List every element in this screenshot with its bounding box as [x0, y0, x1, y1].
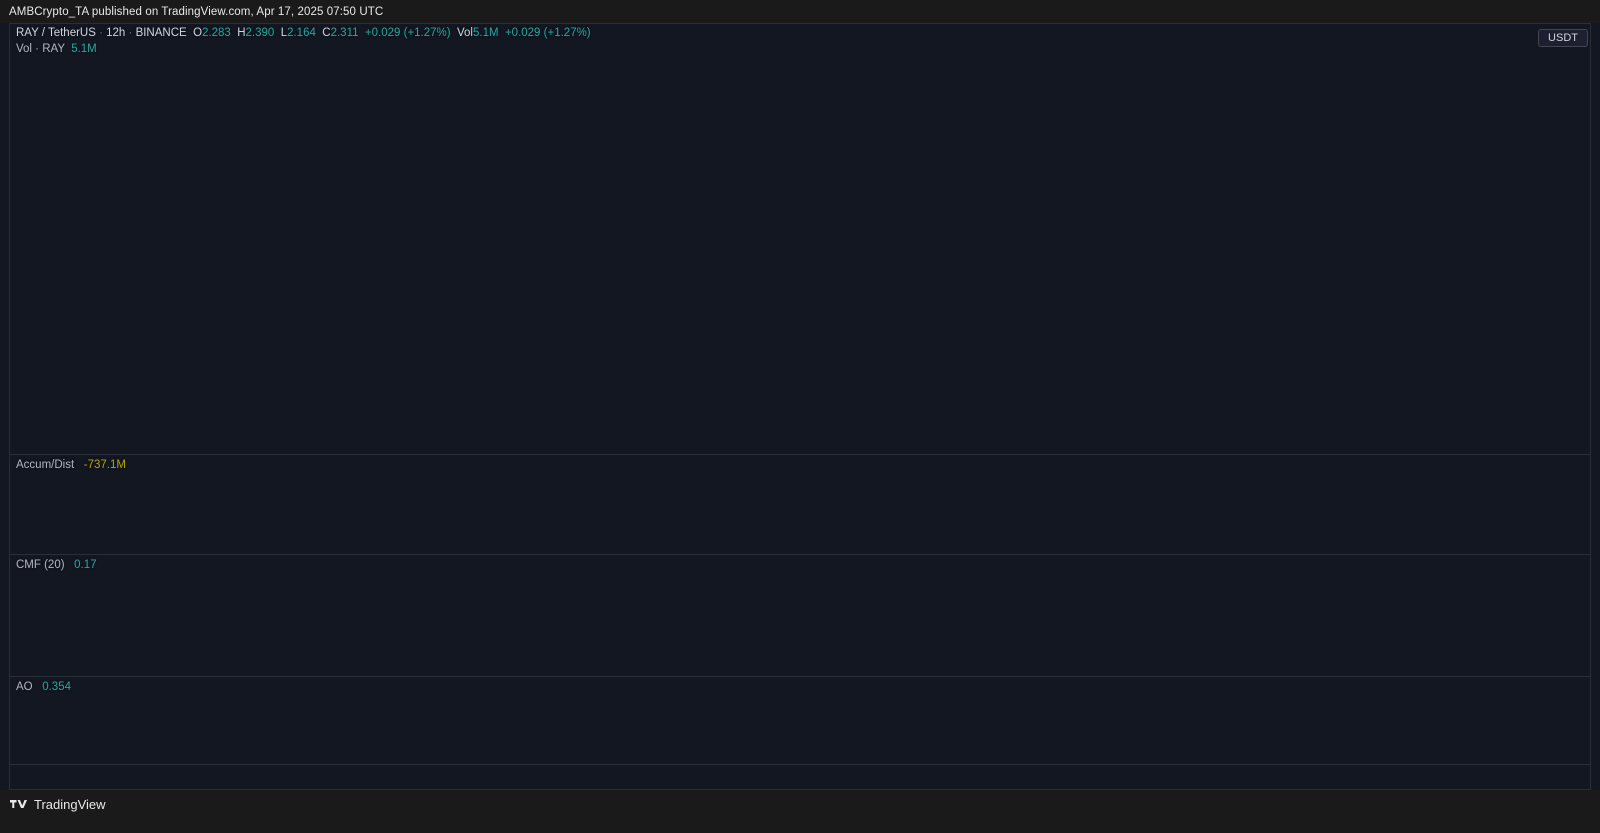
- legend-low-label: L: [280, 27, 288, 39]
- legend-vol-change-percent: (+1.27%): [543, 27, 591, 39]
- legend-open-value: 2.283: [202, 27, 231, 39]
- price-plot-area[interactable]: [10, 24, 1504, 454]
- legend-vol-value: 5.1M: [472, 27, 499, 39]
- legend-symbol[interactable]: RAY / TetherUS: [16, 27, 96, 39]
- tradingview-wordmark: TradingView: [34, 797, 106, 812]
- legend-vol-label: Vol: [456, 27, 473, 39]
- legend-vol-change: +0.029: [504, 27, 541, 39]
- cmf-plot-area[interactable]: [10, 555, 1504, 676]
- accum-dist-plot-area[interactable]: [10, 455, 1504, 554]
- cmf-legend: CMF (20) 0.17: [16, 559, 97, 571]
- attribution-bar: AMBCrypto_TA published on TradingView.co…: [0, 0, 1600, 23]
- legend-high-label: H: [237, 27, 246, 39]
- ao-pane[interactable]: AO 0.354: [10, 676, 1590, 764]
- chart-frame: USDT RAY / TetherUS · 12h · BINANCE O2.2…: [9, 23, 1591, 790]
- legend-close-value: 2.311: [330, 27, 359, 39]
- legend-exchange: BINANCE: [135, 27, 187, 39]
- accum-dist-title[interactable]: Accum/Dist: [16, 459, 75, 471]
- ao-plot-area[interactable]: [10, 677, 1504, 764]
- currency-chip: USDT: [1538, 29, 1588, 47]
- cmf-title[interactable]: CMF (20): [16, 559, 65, 571]
- accum-dist-value: -737.1M: [83, 459, 126, 471]
- legend-interval[interactable]: 12h: [106, 27, 126, 39]
- price-pane[interactable]: USDT RAY / TetherUS · 12h · BINANCE O2.2…: [10, 24, 1590, 454]
- cmf-value: 0.17: [74, 559, 97, 571]
- price-legend: RAY / TetherUS · 12h · BINANCE O2.283 H2…: [16, 27, 591, 39]
- ao-value: 0.354: [42, 681, 71, 693]
- time-axis[interactable]: [10, 764, 1590, 789]
- cmf-pane[interactable]: CMF (20) 0.17: [10, 554, 1590, 676]
- ao-legend: AO 0.354: [16, 681, 71, 693]
- legend-change-percent: (+1.27%): [403, 27, 451, 39]
- tradingview-mark-icon: [10, 799, 27, 808]
- cmf-scale[interactable]: [1504, 555, 1590, 676]
- legend-low-value: 2.164: [287, 27, 316, 39]
- volume-legend: Vol · RAY 5.1M: [16, 43, 97, 55]
- legend-high-value: 2.390: [245, 27, 275, 39]
- attribution-text: AMBCrypto_TA published on TradingView.co…: [9, 5, 384, 18]
- legend-open-label: O: [193, 27, 203, 39]
- price-scale[interactable]: USDT: [1504, 24, 1590, 454]
- accum-dist-pane[interactable]: Accum/Dist -737.1M: [10, 454, 1590, 554]
- legend-change: +0.029: [364, 27, 401, 39]
- tradingview-logo: TradingView: [10, 797, 106, 812]
- accum-dist-scale[interactable]: [1504, 455, 1590, 554]
- volume-legend-value: 5.1M: [71, 43, 97, 55]
- ao-scale[interactable]: [1504, 677, 1590, 764]
- legend-close-label: C: [322, 27, 331, 39]
- accum-dist-legend: Accum/Dist -737.1M: [16, 459, 126, 471]
- footer-bar: TradingView: [0, 790, 1600, 833]
- volume-legend-title: Vol · RAY: [16, 43, 65, 55]
- ao-title[interactable]: AO: [16, 681, 33, 693]
